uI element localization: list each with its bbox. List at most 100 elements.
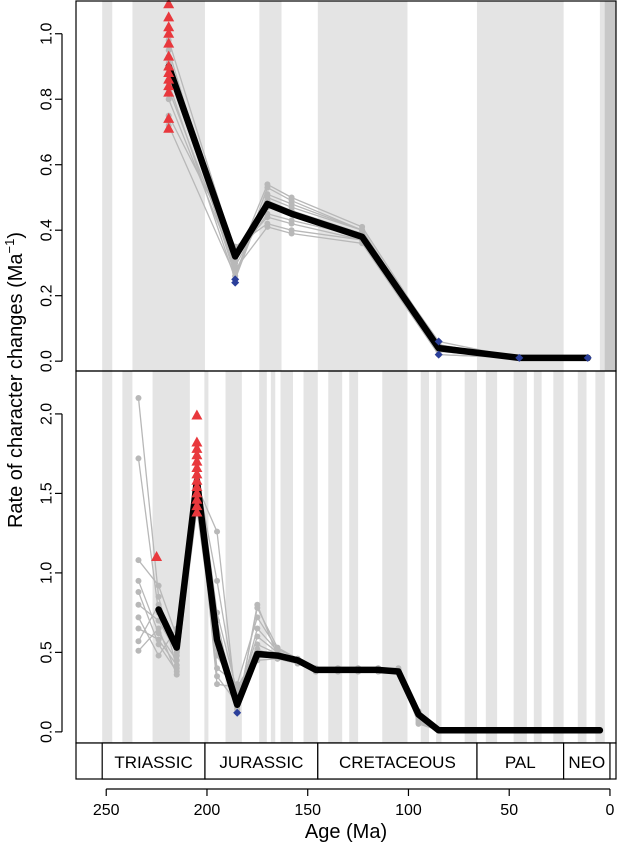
stage-band [349, 371, 359, 743]
top-high-points [163, 0, 175, 133]
high-rate-point [163, 37, 175, 48]
replicate-point [155, 636, 162, 643]
y-axis-label-close: ) [5, 232, 27, 239]
replicate-point [165, 96, 172, 103]
high-rate-point [163, 27, 175, 38]
geologic-period-strip: TRIASSIC JURASSIC CRETACEOUS PAL NEO [75, 742, 617, 780]
high-rate-point [163, 50, 175, 61]
stage-band [595, 371, 605, 743]
replicate-point [415, 719, 422, 726]
replicate-point [155, 625, 162, 632]
stage-band [577, 371, 587, 743]
x-tick-label: 0 [606, 802, 615, 819]
replicate-point [155, 652, 162, 659]
period-box [204, 742, 319, 780]
stage-band [122, 371, 133, 743]
top-low-points [231, 275, 592, 362]
replicate-point [135, 577, 142, 584]
y-axis-label: Rate of character changes (Ma−1) [2, 232, 27, 528]
x-tick-label: 200 [194, 802, 221, 819]
replicate-point [135, 601, 142, 608]
replicate-point [264, 214, 271, 221]
quaternary-band [604, 1, 616, 371]
high-rate-point [163, 80, 175, 91]
low-rate-point [231, 275, 240, 284]
high-rate-point [191, 442, 203, 453]
high-rate-point [191, 481, 203, 492]
period-label: TRIASSIC [114, 753, 192, 772]
stage-band [420, 371, 430, 743]
y-tick-label: 0.4 [39, 219, 56, 241]
replicate-point [288, 220, 295, 227]
stage-band [513, 371, 527, 743]
replicate-point [254, 604, 261, 611]
x-tick-label: 100 [395, 802, 422, 819]
bottom-mean-series [155, 477, 604, 734]
low-rate-point [583, 353, 592, 362]
replicate-point [165, 47, 172, 54]
low-rate-point [515, 353, 524, 362]
high-rate-point [163, 122, 175, 133]
period-box [563, 742, 611, 780]
replicate-point [135, 557, 142, 564]
high-rate-point [163, 0, 175, 9]
y-tick-label: 0.0 [39, 721, 56, 743]
replicate-point [254, 641, 261, 648]
period-label: NEO [568, 753, 605, 772]
bottom-y-axis: 0.0 0.5 1.0 1.5 2.0 [39, 403, 63, 743]
high-rate-point [163, 112, 175, 123]
replicate-point [264, 194, 271, 201]
high-rate-point [163, 11, 175, 22]
stage-band [485, 371, 498, 743]
period-label: JURASSIC [219, 753, 303, 772]
high-rate-point [191, 449, 203, 460]
mean-line [165, 63, 592, 362]
replicate-point [264, 223, 271, 230]
period-box [476, 742, 565, 780]
period-label: PAL [505, 753, 536, 772]
bottom-panel: 0.0 0.5 1.0 1.5 2.0 [39, 371, 605, 743]
y-tick-label: 0.2 [39, 284, 56, 306]
replicate-point [288, 230, 295, 237]
high-rate-point [191, 474, 203, 485]
stage-band [476, 1, 564, 371]
replicate-point [135, 455, 142, 462]
replicate-point [135, 395, 142, 402]
stage-band [317, 1, 408, 371]
replicate-point [234, 684, 241, 691]
y-tick-label: 0.0 [39, 350, 56, 372]
replicate-point [359, 227, 366, 234]
y-axis-label-main: Rate of character changes (Ma [5, 253, 27, 528]
x-axis: 250 200 150 100 50 0 [93, 788, 615, 819]
mean-line [155, 477, 604, 734]
y-tick-label: 0.8 [39, 88, 56, 110]
low-rate-point [434, 337, 443, 346]
stage-band [303, 371, 318, 743]
stage-band [270, 371, 276, 743]
high-rate-point [163, 86, 175, 97]
stage-band [259, 371, 267, 743]
replicate-point [254, 625, 261, 632]
high-rate-point [191, 500, 203, 511]
replicate-point [135, 588, 142, 595]
replicate-point [214, 577, 221, 584]
period-box [317, 742, 478, 780]
replicate-point [214, 681, 221, 688]
period-box [101, 742, 206, 780]
x-tick-label: 250 [93, 802, 120, 819]
low-rate-point [434, 350, 443, 359]
replicate-point [135, 614, 142, 621]
replicate-point [274, 644, 281, 651]
replicate-point [155, 601, 162, 608]
bottom-high-points [151, 409, 203, 561]
x-tick-label: 50 [500, 802, 518, 819]
replicate-point [173, 662, 180, 669]
stage-band [553, 371, 564, 743]
period-label: CRETACEOUS [339, 753, 456, 772]
y-tick-label: 1.0 [39, 23, 56, 45]
stage-band [102, 371, 113, 743]
replicate-point [288, 204, 295, 211]
y-tick-label: 1.0 [39, 562, 56, 584]
low-rate-point [233, 708, 242, 717]
high-rate-point [191, 493, 203, 504]
